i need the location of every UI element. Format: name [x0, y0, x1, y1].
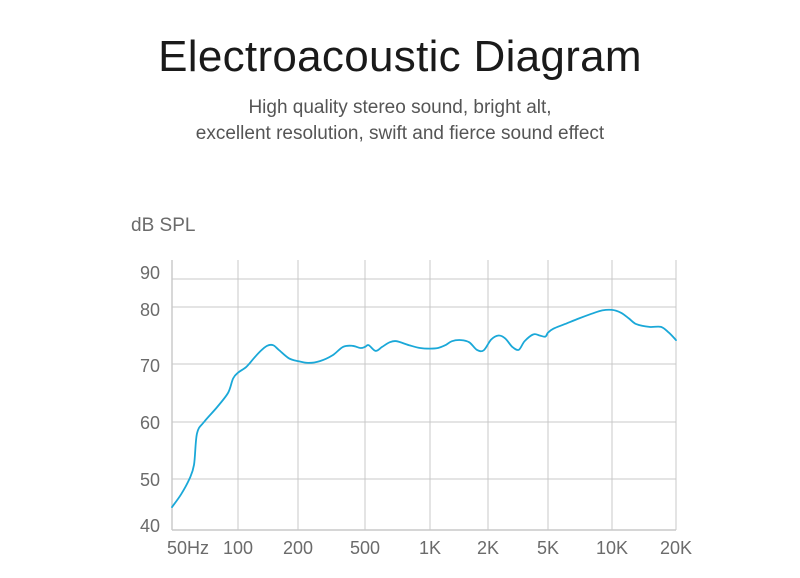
x-tick-label-200: 200: [283, 538, 313, 558]
x-tick-label-5K: 5K: [537, 538, 559, 558]
x-tick-label-50Hz: 50Hz: [167, 538, 209, 558]
subtitle-line-1: High quality stereo sound, bright alt,: [248, 97, 552, 118]
x-axis-ticks: 50Hz 100 200 500 1K 2K 5K 10K 20K: [167, 538, 692, 558]
y-tick-label-70: 70: [140, 356, 160, 376]
y-tick-label-90: 90: [140, 263, 160, 283]
x-tick-label-500: 500: [350, 538, 380, 558]
series-line-0: [171, 308, 677, 508]
y-tick-label-50: 50: [140, 470, 160, 490]
y-tick-label-60: 60: [140, 413, 160, 433]
subtitle-line-2: excellent resolution, swift and fierce s…: [195, 123, 605, 144]
x-tick-label-1K: 1K: [419, 538, 441, 558]
chart-grid: [171, 260, 677, 531]
chart-series: [171, 308, 677, 508]
y-axis-ticks: 40 50 60 70 80 90: [140, 263, 160, 536]
x-tick-label-100: 100: [223, 538, 253, 558]
x-tick-label-20K: 20K: [660, 538, 692, 558]
page-title: Electroacoustic Diagram: [158, 32, 642, 81]
y-axis-label: dB SPL: [131, 215, 195, 236]
x-tick-label-10K: 10K: [596, 538, 628, 558]
y-tick-label-80: 80: [140, 300, 160, 320]
y-tick-label-40: 40: [140, 516, 160, 536]
x-tick-label-2K: 2K: [477, 538, 499, 558]
